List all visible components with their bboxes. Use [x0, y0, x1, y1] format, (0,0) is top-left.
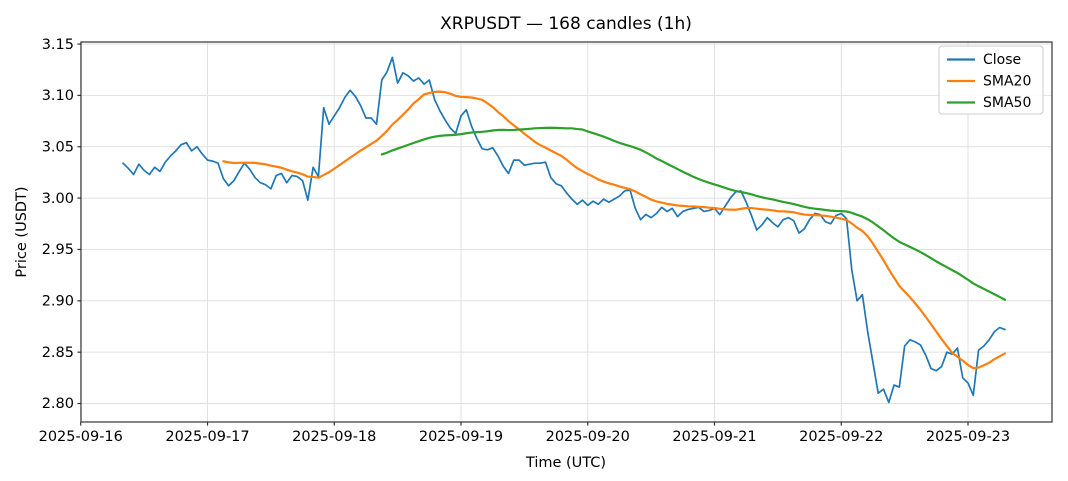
sma50-line	[380, 126, 1007, 301]
legend-box	[938, 45, 1044, 115]
tick-layer: 2.80 2.85 2.90 2.95 3.00 3.05 3.10 3.15 2025-09-…	[39, 37, 1011, 445]
y-tick-label: 2.90	[42, 294, 74, 310]
y-tick-label: 3.00	[42, 191, 74, 207]
close-line	[122, 56, 1006, 404]
legend: Close SMA20 SMA50	[938, 45, 1044, 115]
y-tick-label: 3.05	[42, 139, 74, 155]
x-tick-label: 2025-09-18	[292, 429, 376, 445]
y-tick-label: 3.15	[42, 37, 74, 53]
x-tick-label: 2025-09-19	[419, 429, 503, 445]
y-axis-label: Price (USDT)	[14, 186, 30, 277]
x-tick-label: 2025-09-21	[672, 429, 756, 445]
legend-item: SMA20	[947, 74, 1031, 90]
x-tick-label: 2025-09-23	[926, 429, 1010, 445]
x-tick-label: 2025-09-17	[165, 429, 249, 445]
x-tick-label: 2025-09-22	[799, 429, 883, 445]
x-axis-label: Time (UTC)	[525, 455, 606, 471]
chart-title: XRPUSDT — 168 candles (1h)	[440, 14, 692, 34]
sma20-line	[222, 90, 1007, 370]
y-tick-label: 2.95	[42, 242, 74, 258]
legend-label: SMA50	[983, 95, 1031, 111]
y-tick-label: 3.10	[42, 88, 74, 104]
legend-item: Close	[947, 52, 1021, 68]
y-tick-label: 2.85	[42, 345, 74, 361]
grid-layer	[80, 42, 1052, 422]
x-tick-label: 2025-09-20	[546, 429, 630, 445]
y-tick-label: 2.80	[42, 396, 74, 412]
legend-item: SMA50	[947, 95, 1031, 111]
plot-frame	[80, 41, 1053, 423]
series-layer	[122, 56, 1007, 404]
legend-label: SMA20	[983, 74, 1031, 90]
x-tick-label: 2025-09-16	[39, 429, 123, 445]
legend-label: Close	[983, 52, 1021, 68]
